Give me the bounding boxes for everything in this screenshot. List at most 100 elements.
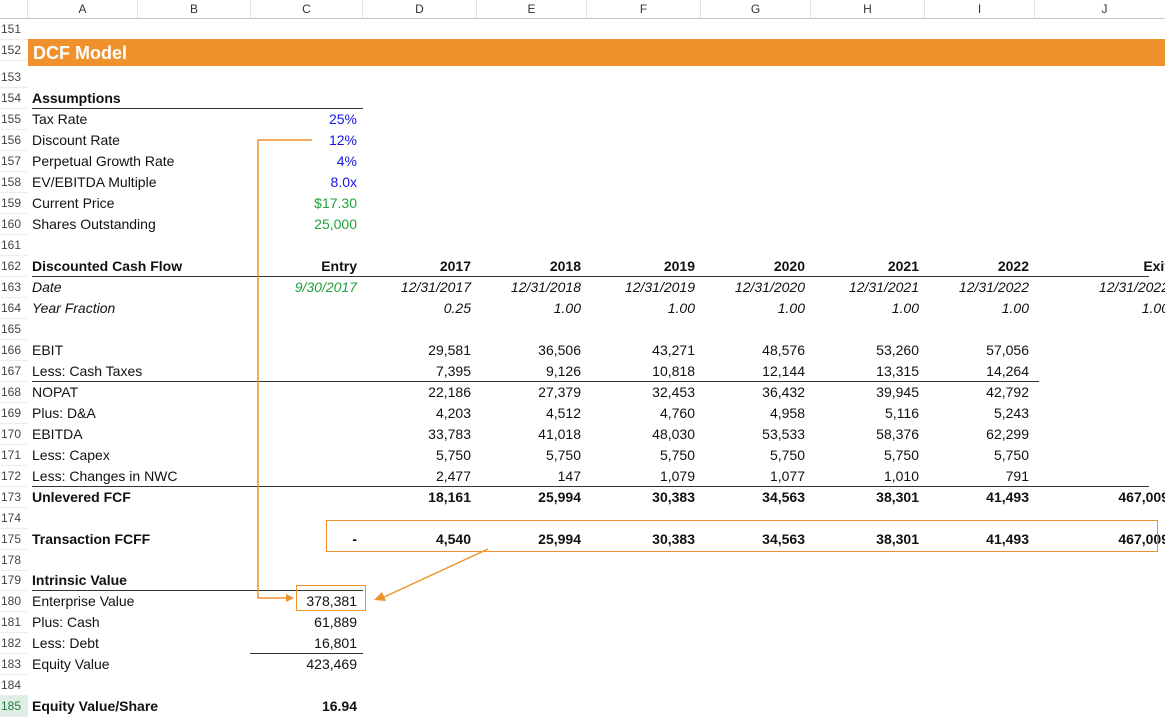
row-header-179[interactable]: 179 (1, 573, 22, 587)
row-header-154[interactable]: 154 (1, 91, 22, 105)
column-header-i[interactable]: I (925, 0, 1035, 18)
column-header-j[interactable]: J (1035, 0, 1165, 18)
year-fraction-value[interactable]: 1.00 (667, 300, 695, 316)
dcf-column-header[interactable]: 2018 (549, 258, 581, 274)
line-value[interactable]: 7,395 (435, 363, 471, 379)
row-header-156[interactable]: 156 (1, 133, 22, 147)
line-value[interactable]: 5,750 (993, 447, 1029, 463)
assumption-value[interactable]: 4% (336, 153, 357, 169)
column-header-h[interactable]: H (811, 0, 925, 18)
line-value[interactable]: 48,576 (762, 342, 805, 358)
assumption-value[interactable]: 12% (328, 132, 357, 148)
intrinsic-value[interactable]: 378,381 (306, 593, 357, 609)
intrinsic-value[interactable]: 16,801 (314, 635, 357, 651)
assumption-value[interactable]: 25,000 (314, 216, 357, 232)
date-value[interactable]: 12/31/2018 (510, 279, 581, 295)
line-value[interactable]: 1,010 (883, 468, 919, 484)
row-header-166[interactable]: 166 (1, 343, 22, 357)
unlevered-fcf-label[interactable]: Unlevered FCF (32, 489, 131, 505)
line-value[interactable]: 53,533 (762, 426, 805, 442)
equity-per-share-value[interactable]: 16.94 (321, 698, 357, 714)
dcf-column-header[interactable]: 2020 (773, 258, 805, 274)
assumption-label[interactable]: Discount Rate (32, 132, 120, 148)
line-value[interactable]: 39,945 (876, 384, 919, 400)
line-value[interactable]: 4,512 (545, 405, 581, 421)
dcf-column-header[interactable]: 2017 (439, 258, 471, 274)
line-value[interactable]: 57,056 (986, 342, 1029, 358)
line-value[interactable]: 2,477 (435, 468, 471, 484)
line-value[interactable]: 5,750 (769, 447, 805, 463)
row-header-173[interactable]: 173 (1, 490, 22, 504)
line-label[interactable]: Less: Capex (32, 447, 110, 463)
dcf-heading[interactable]: Discounted Cash Flow (32, 258, 183, 274)
row-header-184[interactable]: 184 (1, 678, 22, 692)
assumption-label[interactable]: Current Price (32, 195, 115, 211)
year-fraction-value[interactable]: 1.00 (777, 300, 805, 316)
year-fraction-value[interactable]: 1.00 (553, 300, 581, 316)
unlevered-fcf-value[interactable]: 38,301 (876, 489, 919, 505)
intrinsic-value[interactable]: 61,889 (314, 614, 357, 630)
line-value[interactable]: 33,783 (428, 426, 471, 442)
row-header-152[interactable]: 152 (1, 43, 22, 57)
assumption-value[interactable]: $17.30 (314, 195, 357, 211)
assumption-value[interactable]: 8.0x (330, 174, 357, 190)
line-value[interactable]: 5,243 (993, 405, 1029, 421)
line-value[interactable]: 43,271 (652, 342, 695, 358)
line-value[interactable]: 22,186 (428, 384, 471, 400)
date-label[interactable]: Date (32, 279, 62, 295)
dcf-column-header[interactable]: 2022 (997, 258, 1029, 274)
date-value[interactable]: 12/31/2021 (848, 279, 919, 295)
line-label[interactable]: EBITDA (32, 426, 83, 442)
row-header-170[interactable]: 170 (1, 427, 22, 441)
intrinsic-label[interactable]: Equity Value (32, 656, 110, 672)
row-header-161[interactable]: 161 (1, 238, 22, 252)
intrinsic-value[interactable]: 423,469 (306, 656, 357, 672)
line-value[interactable]: 5,750 (883, 447, 919, 463)
assumption-label[interactable]: Perpetual Growth Rate (32, 153, 175, 169)
line-value[interactable]: 53,260 (876, 342, 919, 358)
row-header-163[interactable]: 163 (1, 280, 22, 294)
line-label[interactable]: Less: Cash Taxes (32, 363, 143, 379)
row-header-165[interactable]: 165 (1, 322, 22, 336)
line-value[interactable]: 36,432 (762, 384, 805, 400)
row-header-181[interactable]: 181 (1, 615, 22, 629)
transaction-fcff-value[interactable]: 41,493 (986, 531, 1029, 547)
year-fraction-value[interactable]: 0.25 (443, 300, 471, 316)
assumption-label[interactable]: Shares Outstanding (32, 216, 156, 232)
column-header-c[interactable]: C (251, 0, 363, 18)
unlevered-fcf-value[interactable]: 30,383 (652, 489, 695, 505)
row-header-157[interactable]: 157 (1, 154, 22, 168)
line-value[interactable]: 1,079 (659, 468, 695, 484)
transaction-fcff-value[interactable]: 38,301 (876, 531, 919, 547)
row-header-178[interactable]: 178 (1, 553, 22, 567)
unlevered-fcf-value[interactable]: 18,161 (428, 489, 471, 505)
unlevered-fcf-value[interactable]: 467,009 (1118, 489, 1165, 505)
date-value[interactable]: 12/31/2022 (958, 279, 1029, 295)
line-value[interactable]: 5,750 (435, 447, 471, 463)
assumption-value[interactable]: 25% (328, 111, 357, 127)
unlevered-fcf-value[interactable]: 41,493 (986, 489, 1029, 505)
line-value[interactable]: 62,299 (986, 426, 1029, 442)
dcf-column-header[interactable]: 2021 (887, 258, 919, 274)
column-header-g[interactable]: G (701, 0, 811, 18)
equity-per-share-label[interactable]: Equity Value/Share (32, 698, 159, 714)
line-value[interactable]: 14,264 (986, 363, 1029, 379)
row-header-151[interactable]: 151 (1, 22, 22, 36)
transaction-fcff-value[interactable]: 467,009 (1118, 531, 1165, 547)
line-value[interactable]: 29,581 (428, 342, 471, 358)
row-header-162[interactable]: 162 (1, 259, 22, 273)
row-header-183[interactable]: 183 (1, 657, 22, 671)
transaction-fcff-value[interactable]: 4,540 (435, 531, 471, 547)
assumption-label[interactable]: EV/EBITDA Multiple (32, 174, 157, 190)
column-header-a[interactable]: A (28, 0, 138, 18)
line-value[interactable]: 4,760 (659, 405, 695, 421)
row-header-158[interactable]: 158 (1, 175, 22, 189)
line-value[interactable]: 36,506 (538, 342, 581, 358)
select-all-corner[interactable] (0, 0, 28, 18)
column-header-b[interactable]: B (138, 0, 251, 18)
assumptions-heading[interactable]: Assumptions (32, 90, 121, 106)
line-value[interactable]: 147 (557, 468, 581, 484)
intrinsic-label[interactable]: Plus: Cash (32, 614, 100, 630)
